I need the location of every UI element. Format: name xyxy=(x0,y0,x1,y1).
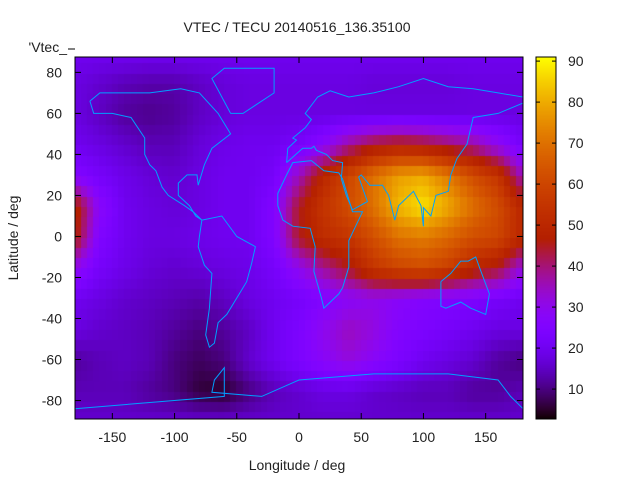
plot-frame xyxy=(74,56,524,420)
y-tick-label: -40 xyxy=(42,311,62,327)
coastline-australia xyxy=(440,256,490,316)
colorbar-tick-label: 30 xyxy=(568,299,584,315)
coastline-africa xyxy=(277,160,364,310)
colorbar-tick-label: 10 xyxy=(568,381,584,397)
axis-ticks: -150 -100 -50 0 50 100 150 -80 -60 -40 -20 0 20 40 60 8… xyxy=(42,53,584,445)
coastlines xyxy=(74,67,524,410)
x-tick-label: -50 xyxy=(227,429,247,445)
y-tick-label: 60 xyxy=(46,105,62,121)
y-axis-label: Latitude / deg xyxy=(5,196,21,281)
colorbar-frame xyxy=(535,56,557,420)
x-tick-label: 150 xyxy=(474,429,498,445)
y-tick-label: -80 xyxy=(42,393,62,409)
coastline-south-america xyxy=(197,215,256,349)
colorbar-tick-label: 20 xyxy=(568,340,584,356)
colorbar-tick-label: 50 xyxy=(568,217,584,233)
y-tick-label: 20 xyxy=(46,187,62,203)
y-tick-label: 0 xyxy=(54,228,62,244)
y-tick-label: -20 xyxy=(42,269,62,285)
colorbar xyxy=(536,57,556,419)
y-tick-label: -60 xyxy=(42,352,62,368)
coastline-greenland xyxy=(211,67,275,114)
y-tick-label: 40 xyxy=(46,146,62,162)
y-tick-label: 80 xyxy=(46,64,62,80)
coastline-antarctica xyxy=(74,366,524,410)
coastline-north-america xyxy=(89,88,232,221)
colorbar-tick-label: 40 xyxy=(568,258,584,274)
x-axis-label: Longitude / deg xyxy=(249,457,346,473)
colorbar-tick-label: 70 xyxy=(568,135,584,151)
colorbar-tick-label: 60 xyxy=(568,176,584,192)
x-tick-label: -150 xyxy=(98,429,126,445)
heatmap xyxy=(75,57,523,419)
colorbar-tick-label: 90 xyxy=(568,53,584,69)
x-tick-label: 50 xyxy=(353,429,369,445)
x-tick-label: 100 xyxy=(412,429,436,445)
legend-key: 'Vtec_ xyxy=(29,39,68,55)
chart-title: VTEC / TECU 20140516_136.35100 xyxy=(183,19,410,35)
x-tick-label: -100 xyxy=(161,429,189,445)
coastline-eurasia xyxy=(286,77,524,227)
colorbar-tick-label: 80 xyxy=(568,94,584,110)
x-tick-label: 0 xyxy=(295,429,303,445)
